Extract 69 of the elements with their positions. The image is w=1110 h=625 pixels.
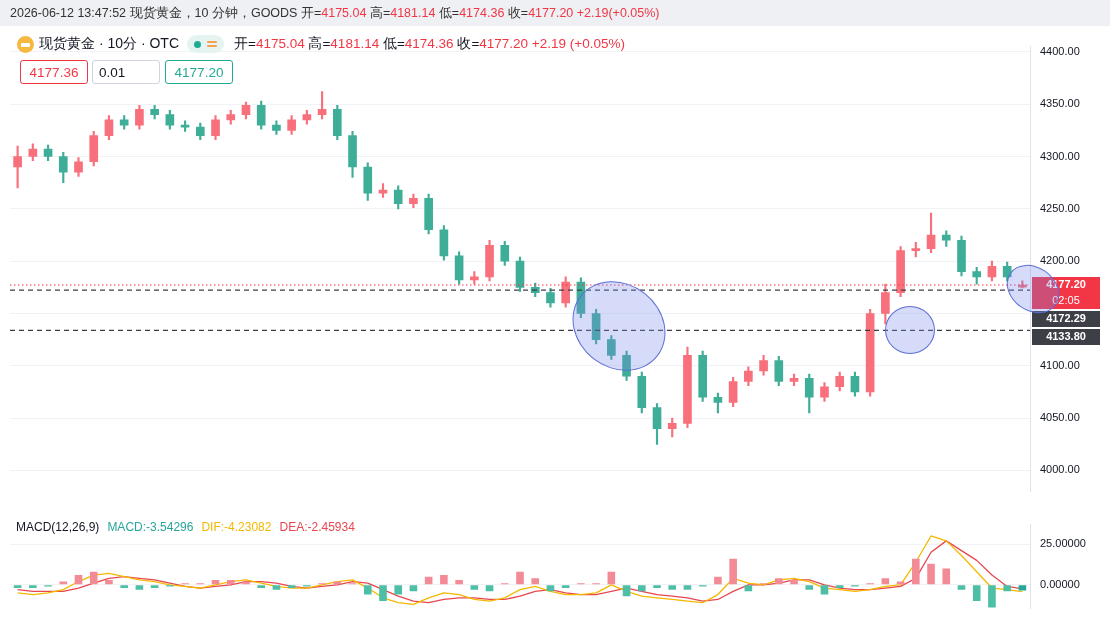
bar (516, 571, 524, 585)
bar (363, 585, 372, 595)
bar (683, 585, 692, 590)
text: DIF:-4.23082 (201, 520, 272, 534)
bar (668, 585, 677, 590)
bar (485, 585, 494, 592)
bar (790, 579, 798, 585)
ref-line-label: 4133.80 (1046, 330, 1086, 343)
bar (637, 585, 646, 592)
bar (729, 558, 737, 585)
y-tick-label: 4250.00 (1040, 201, 1080, 214)
bar (440, 575, 448, 585)
bar (455, 579, 463, 585)
bar (120, 585, 128, 589)
bar (957, 585, 966, 590)
y-tick-label: 4300.00 (1040, 149, 1080, 162)
bar (546, 585, 555, 592)
bar (89, 571, 98, 585)
bar (150, 585, 159, 589)
y-tick-label: 4000.00 (1040, 463, 1080, 476)
bar (1018, 585, 1027, 591)
bar (272, 585, 281, 590)
bar (257, 585, 265, 589)
bar (805, 585, 814, 590)
bar (531, 578, 540, 585)
bar (13, 585, 22, 589)
bar (226, 579, 235, 585)
bar (394, 585, 403, 595)
annotation: 0.01 (92, 60, 160, 84)
bar (714, 576, 722, 585)
text: DEA:-2.45934 (279, 520, 355, 534)
y-tick-label: 0.00000 (1040, 577, 1080, 590)
annotation: 4177.20 (479, 36, 529, 51)
bar (105, 579, 113, 585)
bar (775, 578, 783, 585)
chart-title: 现货黄金 · 10分 · OTC (39, 35, 180, 53)
bar (988, 585, 996, 608)
bar (653, 585, 661, 589)
y-tick-label: 25.00000 (1040, 537, 1086, 550)
y-tick-label: 4350.00 (1040, 97, 1080, 110)
text: 02:05 (1052, 294, 1080, 307)
bar (287, 585, 296, 589)
bar (942, 568, 951, 585)
y-tick-label: 4200.00 (1040, 254, 1080, 267)
bar (379, 585, 387, 602)
bar (912, 558, 920, 585)
text: 2026-06-12 13:47:52 现货黄金，10 分钟，GOODS 开=4175.04 高=4181.14 低=4174.36 收=4177.20 +2.19(+0.05%) (10, 6, 660, 20)
text: 4177.20 (174, 65, 224, 80)
ref-line-label: 4177.20 (1046, 278, 1086, 291)
bar (820, 585, 829, 595)
bar (29, 585, 37, 589)
text: MACD:-3.54296 (107, 520, 194, 534)
bar (470, 585, 479, 590)
bar (561, 585, 570, 589)
bar (135, 585, 144, 590)
y-tick-label: 4100.00 (1040, 358, 1080, 371)
bar (744, 585, 753, 592)
ref-line-label: 4172.29 (1046, 312, 1086, 325)
y-tick-label: 4050.00 (1040, 411, 1080, 424)
bar (881, 578, 890, 585)
bar (409, 585, 418, 592)
bar (622, 585, 631, 597)
bar (835, 585, 844, 589)
bar (1003, 585, 1011, 592)
y-tick-label: 4400.00 (1040, 44, 1080, 57)
chart-title: MACD(12,26,9) (16, 520, 100, 534)
bar (927, 563, 935, 585)
annotation: 4177.36 (20, 60, 88, 84)
bar (972, 585, 981, 602)
